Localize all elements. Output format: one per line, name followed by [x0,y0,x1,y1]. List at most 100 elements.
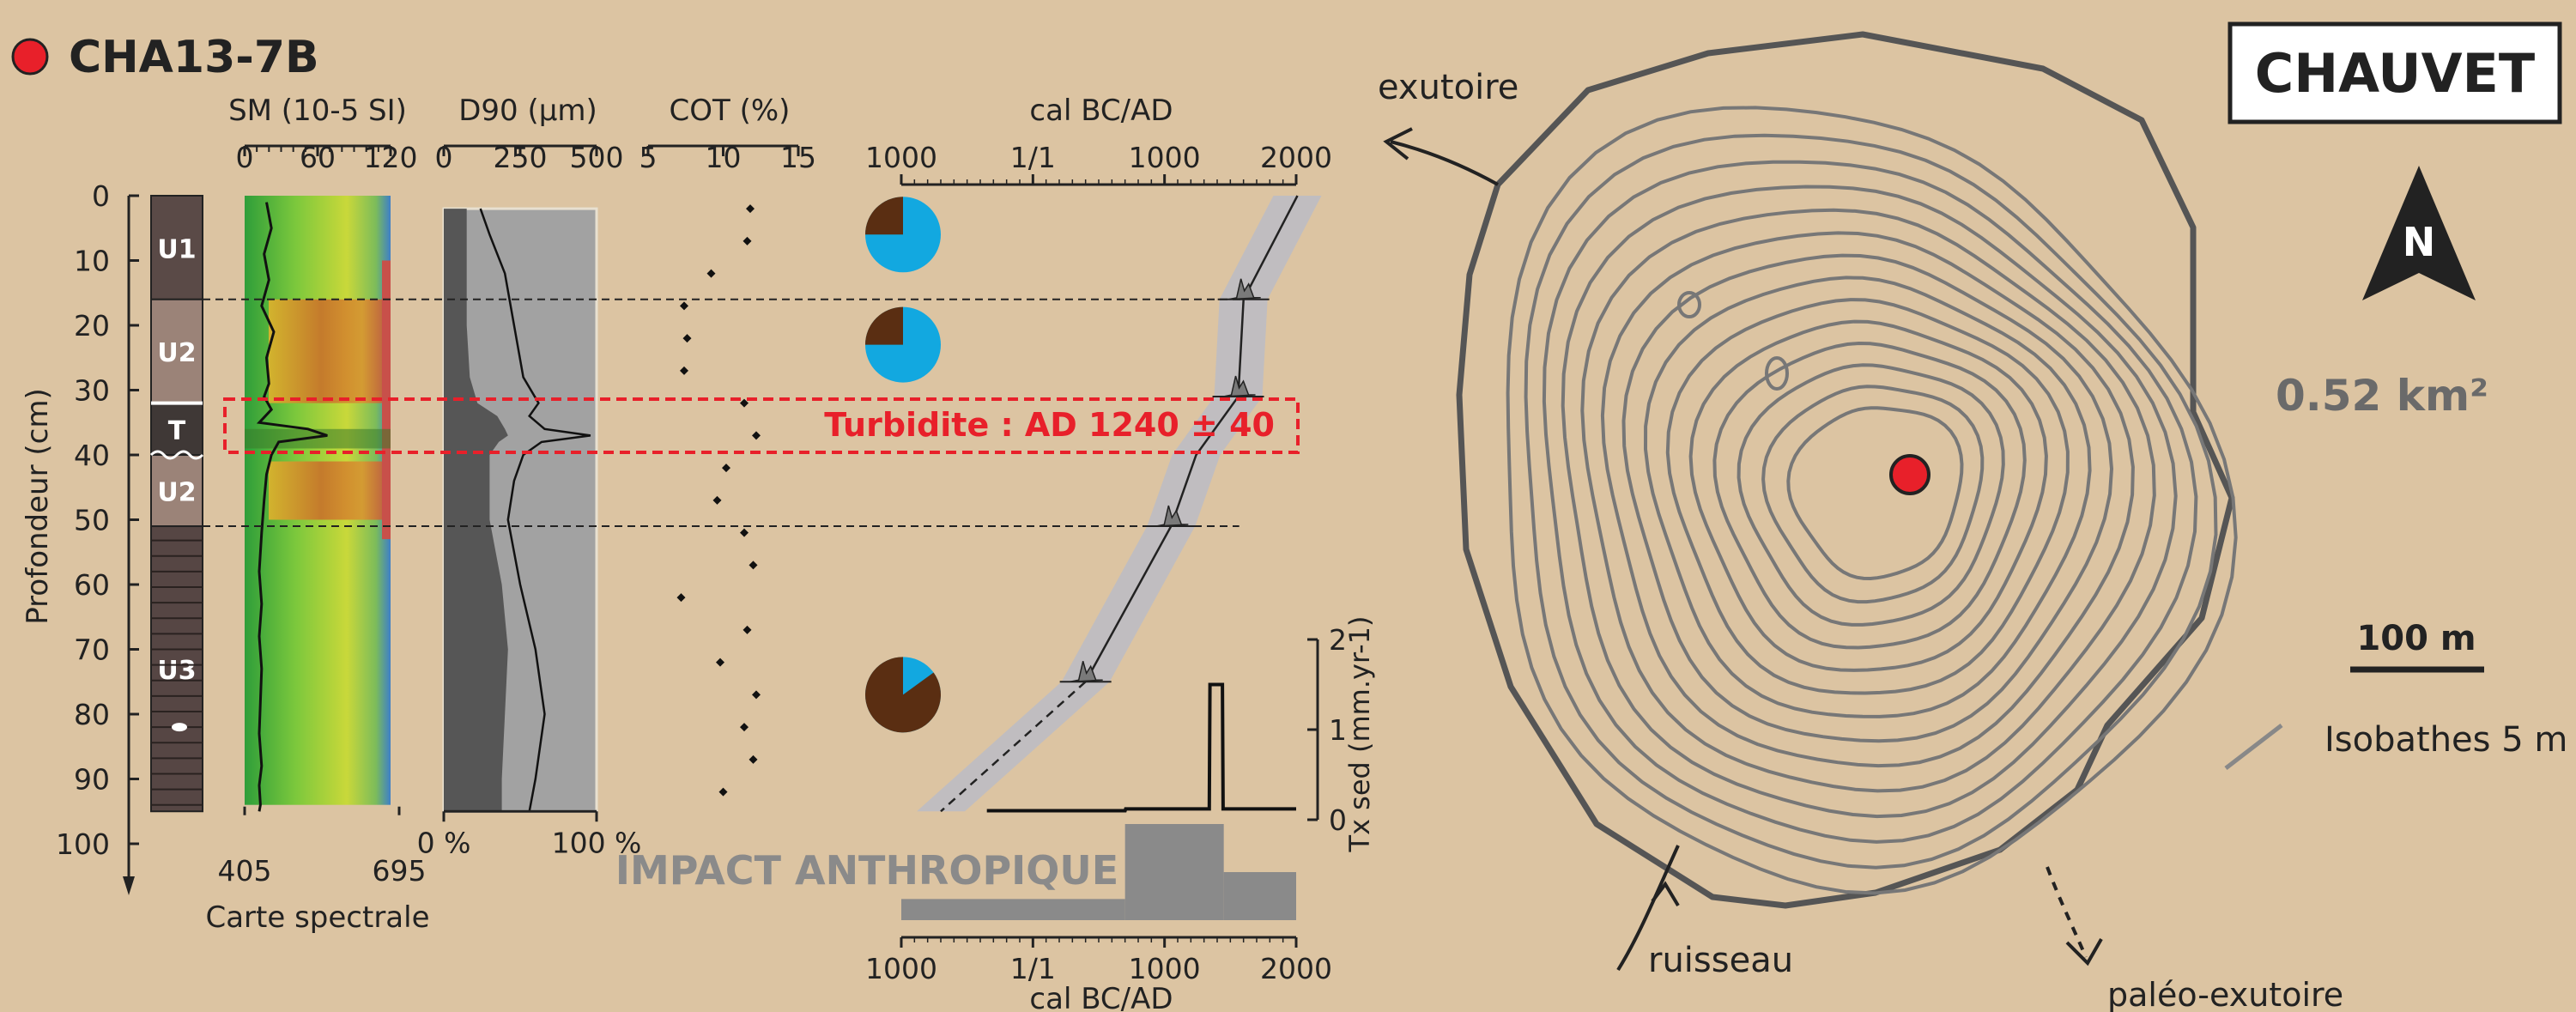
sed-rate-title: Tx sed (mm.yr-1) [1343,616,1376,853]
toc-point [749,561,758,570]
fine-fraction-area [444,209,508,812]
isobath-contour [1600,231,2135,768]
depth-tick-label: 20 [74,309,110,342]
age-model-extrapolation [940,681,1087,813]
depth-tick-label: 10 [74,245,110,278]
age-model-envelope [917,196,1322,812]
toc-tick-label: 15 [780,141,816,174]
depth-tick-label: 80 [74,698,110,731]
isobath-contour [1506,106,2238,895]
toc-point [742,625,752,634]
radiocarbon-date [1155,505,1189,527]
impact-tick-label: 1000 [865,952,937,985]
depth-tick-label: 100 [56,827,110,861]
scale-label: 100 m [2356,619,2476,658]
depth-tick-label: 70 [74,633,110,667]
toc-point [712,495,722,505]
isobath-contour [1643,276,2092,718]
sedimentation-rate-panel: 0 1 2 [986,623,1347,837]
toc-point [680,366,688,375]
lithology-unit-label: U3 [157,656,196,686]
depth-tick-label: 90 [74,763,110,797]
lake-name: CHAUVET [2255,42,2535,105]
toc-point [680,301,688,311]
isobath-contour [1786,406,1964,581]
age-tick-label: 2000 [1260,141,1332,174]
lithology-unit-label: U2 [157,338,196,368]
paleo-outlet-label: paléo-exutoire [2107,976,2343,1012]
isobath-contour [1761,385,1985,604]
lithology-unit-label: U1 [157,234,196,264]
toc-point [740,528,749,537]
stream-arrow-head [1651,881,1680,907]
isobath-legend-line [2224,724,2283,770]
age-axis-title: cal BC/AD [1029,94,1173,128]
toc-point [746,204,755,214]
turbidite-box [223,397,1300,454]
age-depth-panel: 1000 1/1 1000 2000 [864,141,1332,813]
ms-curve [256,202,328,812]
d90-title: D90 (µm) [458,94,597,128]
lithology-unit-u3 [150,525,203,813]
isobath-contour [1665,298,2070,695]
turbidite-base-wave [149,450,204,460]
core-marker-icon [11,38,49,76]
impact-tick-label: 1/1 [1010,952,1056,985]
paleo-outlet-arrow [2046,866,2088,958]
lithology-unit-label: T [168,416,186,446]
isobaths [1506,106,2238,895]
toc-point [740,723,749,732]
toc-point [752,690,761,700]
magnetic-susceptibility-panel: 0 60 120 405 695 [218,141,427,888]
lithology-unit-label: U2 [157,478,196,508]
toc-point [742,236,752,245]
d90-curve [479,208,591,812]
stream-arrow [1616,845,1680,972]
isobath-small-contour [1677,291,1701,318]
spectral-map-warm-band [269,461,385,520]
outlet-arrow-head [1383,127,1413,161]
depth-tick-label: 40 [74,439,110,472]
impact-axis-title: cal BC/AD [1029,982,1173,1012]
depth-axis-arrow-icon [123,876,135,895]
toc-point [722,464,730,473]
d90-tick-label: 250 [494,141,548,174]
d90-tick-label: 500 [570,141,624,174]
age-tick-label: 1000 [865,141,937,174]
toc-point [749,754,758,764]
fraction-tick-label: 100 % [552,826,642,859]
human-impact-bar [901,899,1125,920]
isobath-contour [1737,363,2005,627]
depth-axis: 0 10 20 30 40 50 60 70 80 90 100 [56,179,139,895]
isobath-contour [1621,253,2114,743]
age-tick-label: 1/1 [1010,141,1056,174]
depth-tick-label: 0 [92,179,110,213]
sed-rate-curve [986,682,1296,813]
correlation-lines [203,298,1244,528]
spectral-map-turbidite [245,428,391,449]
core-location-icon [1889,454,1930,495]
isobath-contour [1524,133,2218,870]
isobath-contour [1580,208,2156,793]
shell-icon [172,723,187,732]
toc-point [716,657,724,667]
toc-point [718,787,728,797]
d90-tick-label: 0 [435,141,453,174]
outlet-arrow [1390,140,1499,186]
sed-tick-label: 2 [1329,623,1347,657]
lake-name-box [2227,21,2562,124]
ms-tick-label: 120 [364,141,418,174]
lithology-unit-u2 [150,298,203,404]
lake-shoreline [1456,31,2235,909]
pie-brown-slice [864,657,941,733]
depth-axis-title: Profondeur (cm) [21,388,55,624]
isobath-legend-label: Isobathes 5 m [2324,720,2567,760]
impact-tick-label: 2000 [1260,952,1332,985]
spectral-map-warm-band [269,299,385,403]
toc-point [752,431,761,440]
outlet-label: exutoire [1378,68,1518,107]
toc-title: COT (%) [670,94,791,128]
human-impact-bar [1124,824,1224,920]
radiocarbon-date [1227,278,1261,300]
